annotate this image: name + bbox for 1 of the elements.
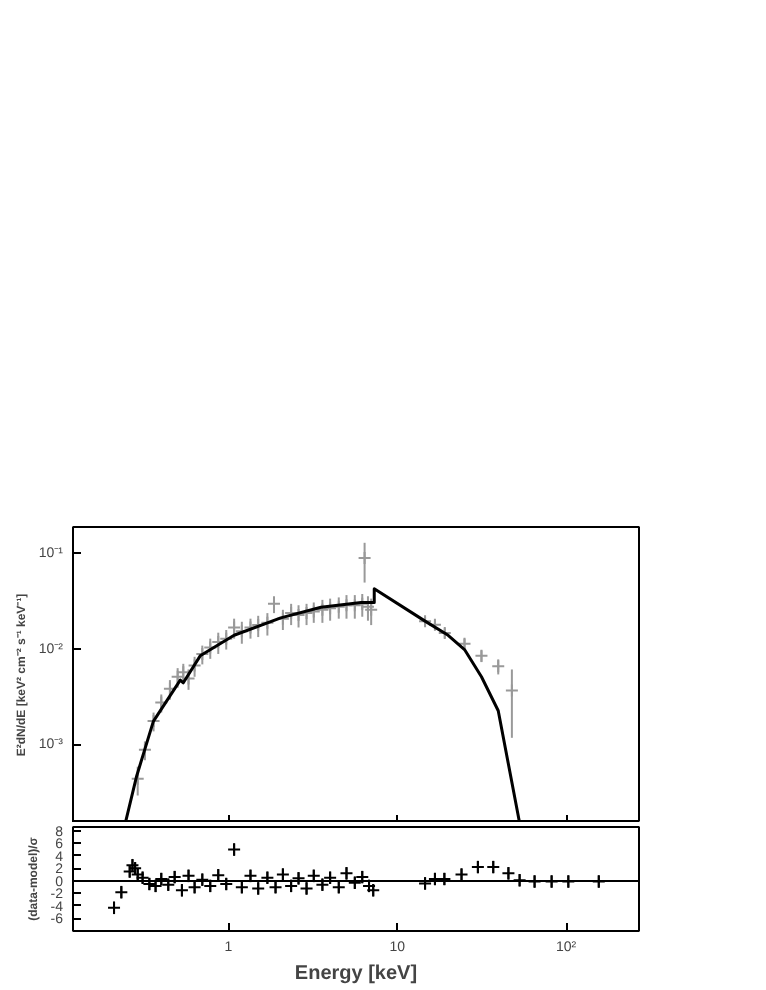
x-axis-title: Energy [keV]: [294, 963, 418, 985]
